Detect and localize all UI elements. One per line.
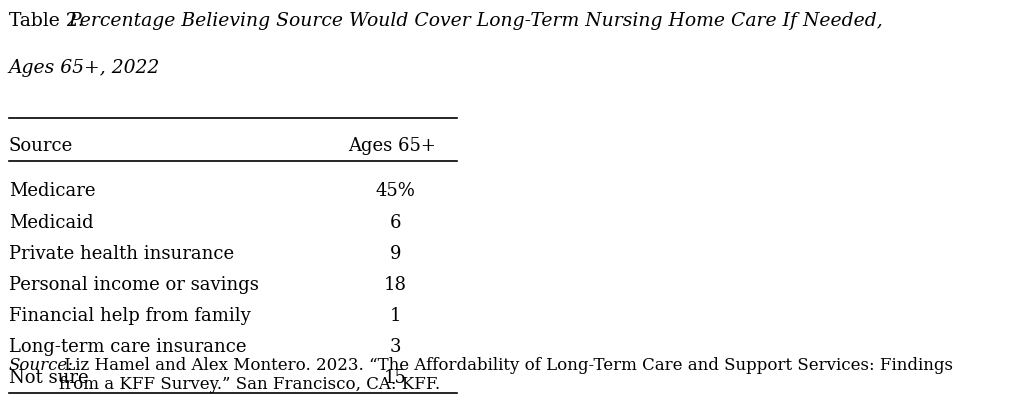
- Text: Long-term care insurance: Long-term care insurance: [8, 337, 246, 355]
- Text: 1: 1: [390, 306, 401, 324]
- Text: 6: 6: [390, 213, 401, 231]
- Text: Not sure: Not sure: [8, 369, 88, 387]
- Text: 9: 9: [390, 244, 401, 262]
- Text: Personal income or savings: Personal income or savings: [8, 275, 259, 293]
- Text: 45%: 45%: [376, 182, 416, 200]
- Text: Medicare: Medicare: [8, 182, 95, 200]
- Text: Ages 65+: Ages 65+: [348, 137, 436, 155]
- Text: Liz Hamel and Alex Montero. 2023. “The Affordability of Long-Term Care and Suppo: Liz Hamel and Alex Montero. 2023. “The A…: [59, 356, 953, 392]
- Text: 18: 18: [384, 275, 408, 293]
- Text: Percentage Believing Source Would Cover Long-Term Nursing Home Care If Needed,: Percentage Believing Source Would Cover …: [68, 12, 883, 30]
- Text: Ages 65+, 2022: Ages 65+, 2022: [8, 59, 160, 77]
- Text: Table 2.: Table 2.: [8, 12, 89, 30]
- Text: Private health insurance: Private health insurance: [8, 244, 233, 262]
- Text: Medicaid: Medicaid: [8, 213, 93, 231]
- Text: Source: Source: [8, 137, 73, 155]
- Text: Source:: Source:: [8, 356, 74, 373]
- Text: Financial help from family: Financial help from family: [8, 306, 251, 324]
- Text: 15: 15: [384, 369, 408, 387]
- Text: 3: 3: [390, 337, 401, 355]
